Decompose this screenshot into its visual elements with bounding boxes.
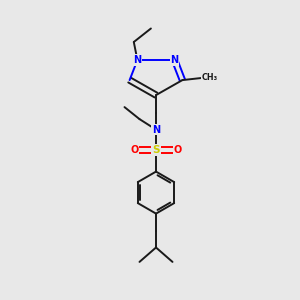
- Text: N: N: [152, 124, 160, 135]
- Text: O: O: [173, 145, 182, 155]
- Text: N: N: [133, 55, 142, 65]
- Text: O: O: [130, 145, 139, 155]
- Text: CH₃: CH₃: [201, 73, 218, 82]
- Text: S: S: [152, 145, 160, 155]
- Text: N: N: [170, 55, 179, 65]
